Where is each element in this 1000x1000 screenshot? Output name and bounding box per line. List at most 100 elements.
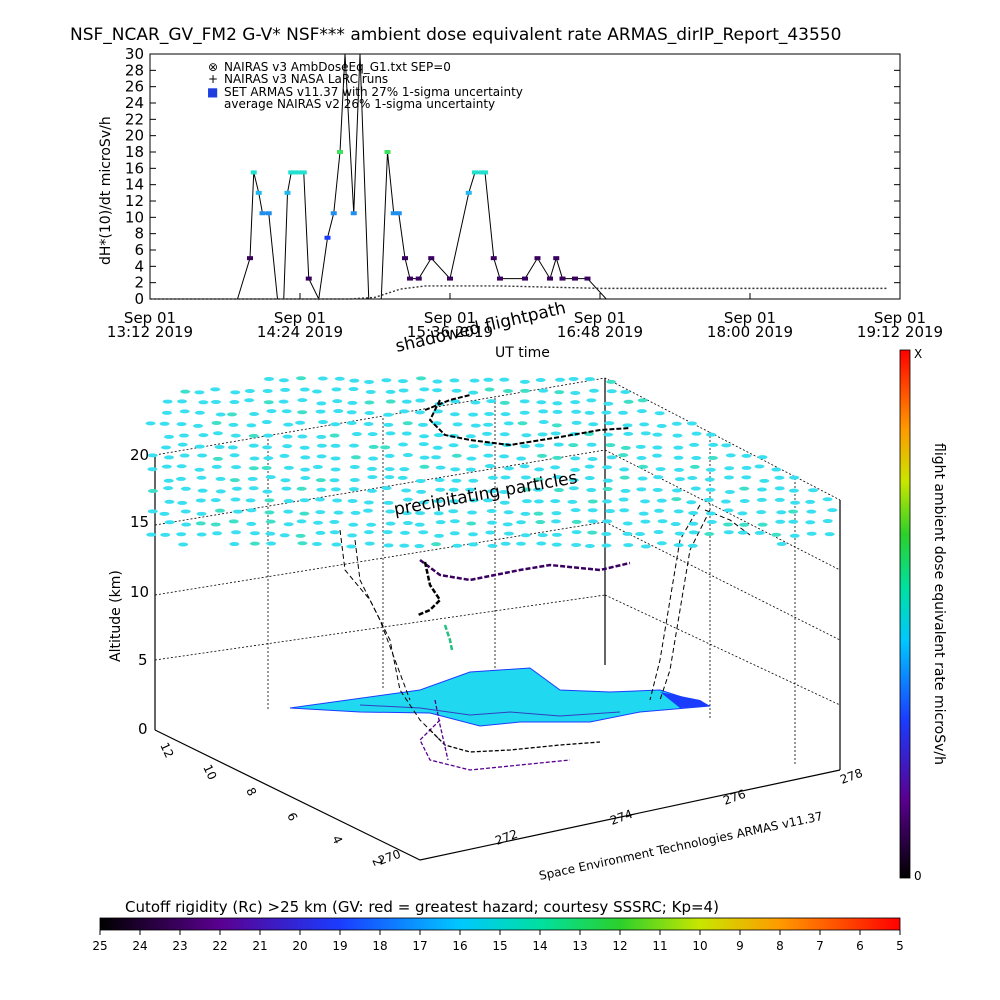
particle — [739, 522, 750, 527]
particle — [705, 511, 716, 516]
particle — [538, 409, 549, 414]
particle — [401, 431, 412, 436]
particle — [312, 520, 323, 525]
particle — [231, 530, 242, 535]
particle — [520, 444, 531, 449]
particle — [654, 411, 665, 416]
particle — [211, 420, 222, 425]
particle — [552, 409, 563, 414]
particle — [210, 387, 221, 392]
x-tick-label-time: 19:12 2019 — [857, 323, 943, 341]
legend-symbol-nasa-larc: + — [208, 72, 218, 86]
particle — [468, 390, 479, 395]
particle — [333, 510, 344, 515]
particle — [296, 376, 307, 381]
particle — [333, 409, 344, 414]
particle — [330, 422, 341, 427]
particle — [449, 519, 460, 524]
armas-point — [407, 276, 413, 281]
particle — [741, 453, 752, 458]
latitude-tick-10: 10 — [200, 762, 219, 782]
particle — [263, 376, 274, 381]
particle — [281, 409, 292, 414]
particle — [416, 489, 427, 494]
particle — [673, 455, 684, 460]
particle — [215, 412, 226, 417]
particle — [334, 376, 345, 381]
particle — [605, 509, 616, 514]
particle — [499, 432, 510, 437]
particle — [384, 475, 395, 480]
particle — [586, 488, 597, 493]
particle — [244, 398, 255, 403]
particle — [771, 532, 782, 537]
particle — [808, 488, 819, 493]
particle — [350, 455, 361, 460]
particle — [348, 443, 359, 448]
particle — [640, 544, 651, 549]
particle — [198, 400, 209, 405]
particle — [195, 498, 206, 503]
particle — [619, 467, 630, 472]
bottom-tick-label: 9 — [736, 939, 744, 953]
particle — [368, 456, 379, 461]
particle — [212, 456, 223, 461]
particle — [348, 522, 359, 527]
particle — [384, 467, 395, 472]
particle — [535, 520, 546, 525]
legend-entry-nasa-larc: NAIRAS v3 NASA LaRC runs — [224, 72, 388, 86]
particle — [602, 465, 613, 470]
particle — [249, 531, 260, 536]
particle — [500, 412, 511, 417]
particle — [329, 530, 340, 535]
particle — [487, 489, 498, 494]
particle — [673, 467, 684, 472]
particle — [756, 497, 767, 502]
particle — [177, 500, 188, 505]
particle — [534, 443, 545, 448]
particle — [741, 465, 752, 470]
particle — [330, 443, 341, 448]
y-tick-label: 12 — [125, 192, 144, 210]
particle — [399, 543, 410, 548]
particle — [332, 498, 343, 503]
particle — [537, 533, 548, 538]
particle — [502, 388, 513, 393]
particle — [382, 530, 393, 535]
particle — [249, 412, 260, 417]
particle — [503, 421, 514, 426]
x-tick-label-time: 16:48 2019 — [557, 323, 643, 341]
particle — [487, 543, 498, 548]
particle — [347, 498, 358, 503]
particle — [299, 498, 310, 503]
particle — [385, 431, 396, 436]
particle — [789, 475, 800, 480]
particle — [179, 409, 190, 414]
particle — [229, 400, 240, 405]
particle — [636, 456, 647, 461]
particle — [469, 378, 480, 383]
particle — [465, 434, 476, 439]
particle — [193, 423, 204, 428]
particle — [534, 467, 545, 472]
altitude-tick-5: 5 — [138, 651, 148, 669]
particle — [640, 431, 651, 436]
longitude-tick-276: 276 — [721, 787, 747, 808]
particle — [776, 541, 787, 546]
particle — [315, 530, 326, 535]
particle — [568, 443, 579, 448]
particle — [164, 520, 175, 525]
particle — [705, 467, 716, 472]
particle — [433, 433, 444, 438]
armas-point — [324, 235, 331, 240]
particle — [623, 399, 634, 404]
particle — [385, 509, 396, 514]
particle — [584, 410, 595, 415]
bottom-tick-label: 16 — [452, 939, 467, 953]
bottom-colorbar: Cutoff rigidity (Rc) >25 km (GV: red = g… — [92, 898, 903, 953]
particle — [177, 442, 188, 447]
particle — [315, 510, 326, 515]
particle — [788, 488, 799, 493]
particle — [194, 390, 205, 395]
particle — [468, 412, 479, 417]
